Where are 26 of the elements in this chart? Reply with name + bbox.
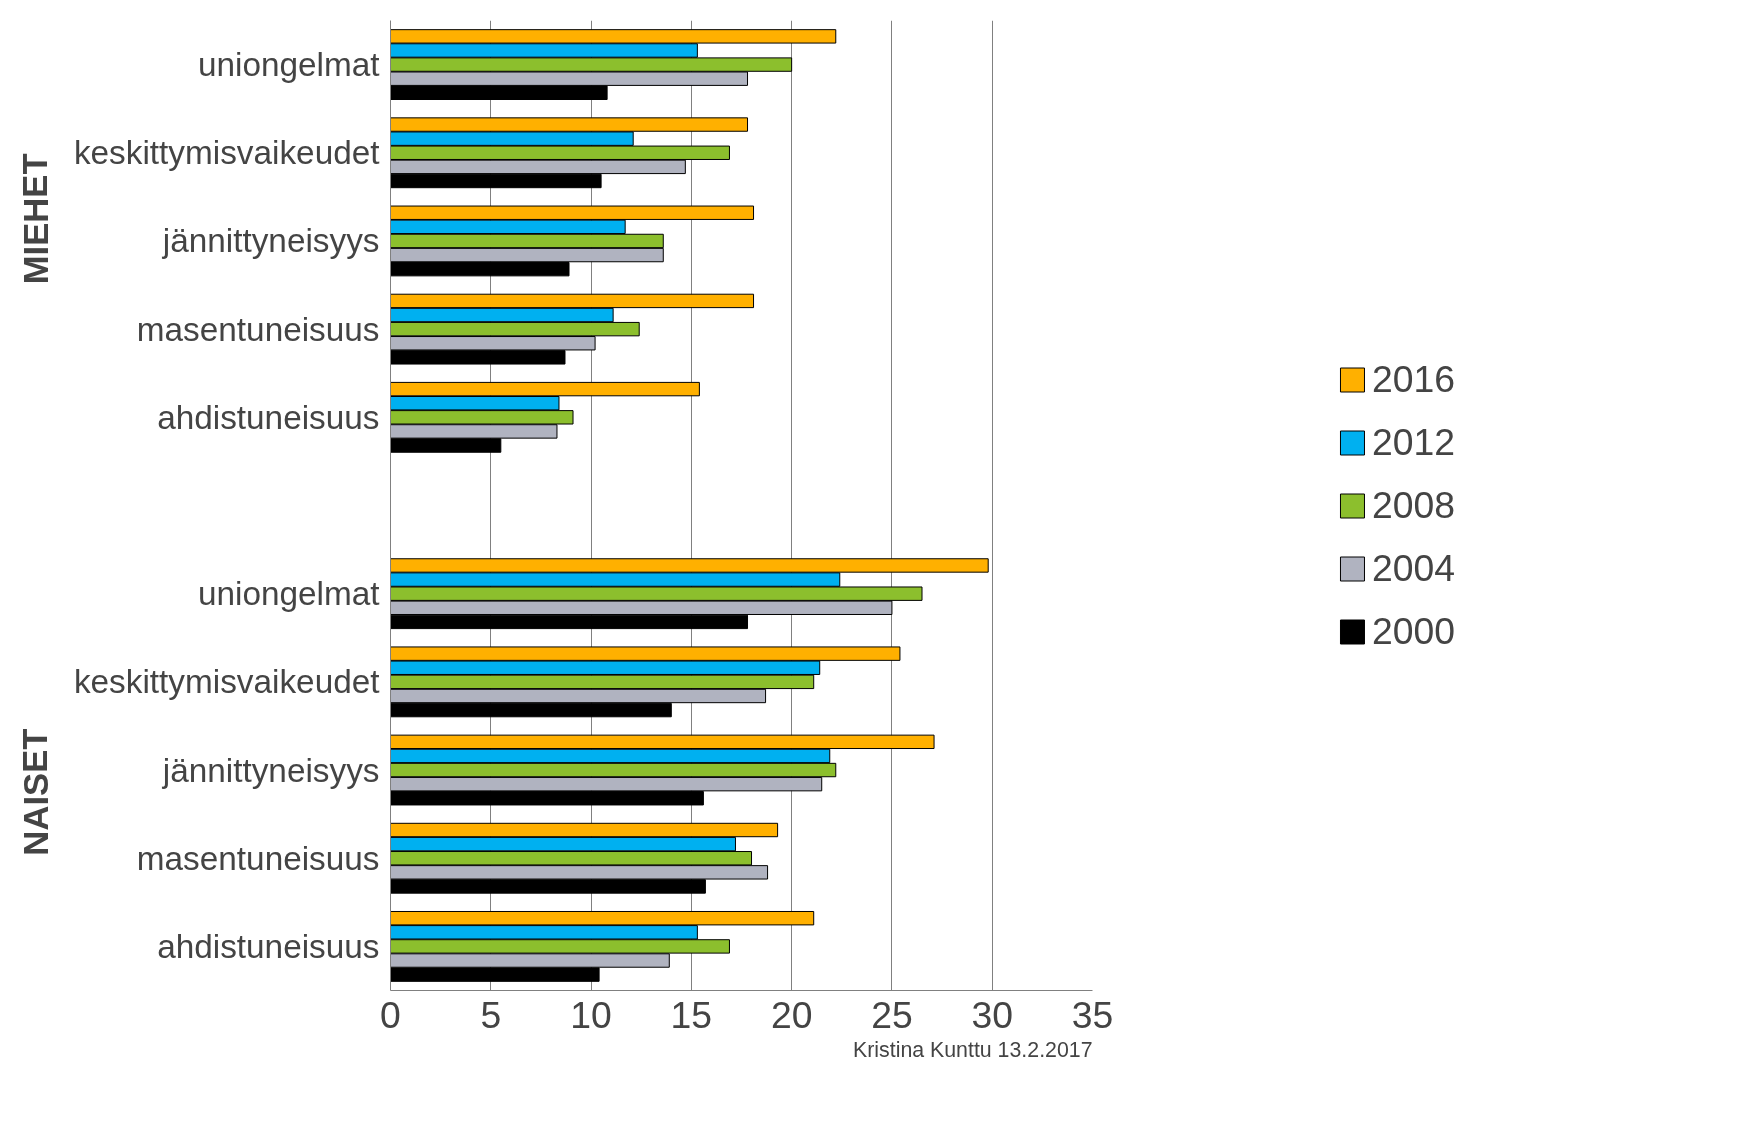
x-tick-label: 15 [670,993,713,1036]
y-tick-label: jännittyneisyys [161,222,380,260]
legend-label: 2008 [1371,483,1456,527]
legend-label: 2000 [1371,609,1456,653]
y-tick-label: keskittymisvaikeudet [73,663,381,701]
y-tick-label: masentuneisuus [136,839,380,877]
x-tick-label: 10 [570,993,612,1036]
y-tick-label: ahdistuneisuus [157,398,380,436]
legend-label: 2004 [1371,546,1456,590]
y-tick-label: uniongelmat [197,575,381,613]
text: Kristina Kunttu 13.2.2017 [852,1037,1093,1062]
x-tick-label: 30 [971,993,1013,1036]
x-tick-label: 35 [1071,993,1114,1036]
y-tick-label: keskittymisvaikeudet [73,134,381,172]
x-tick-label: 5 [480,993,502,1036]
legend-label: 2016 [1371,357,1456,401]
text: MIEHET [16,153,55,285]
x-tick-label: 0 [380,993,401,1036]
y-tick-label: uniongelmat [197,46,381,84]
x-tick-label: 25 [871,993,913,1036]
y-tick-label: jännittyneisyys [161,751,380,789]
x-tick-label: 20 [770,993,813,1036]
text: NAISET [16,728,55,856]
y-tick-label: ahdistuneisuus [157,927,380,965]
legend-label: 2012 [1371,420,1456,464]
y-tick-label: masentuneisuus [136,310,380,348]
